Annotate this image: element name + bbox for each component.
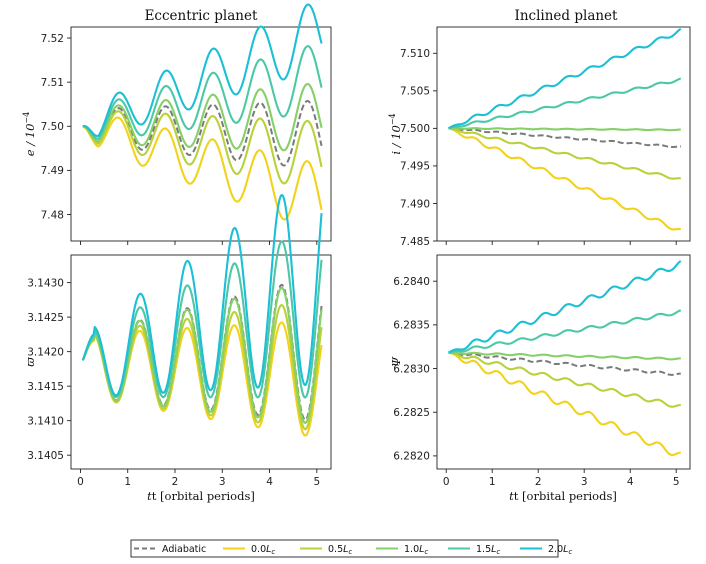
x-axis-label: tt [orbital periods] <box>147 489 255 503</box>
y-tick-label: 6.2830 <box>393 363 430 375</box>
series-line-2_0 <box>82 3 323 138</box>
series-line-1_5 <box>82 45 323 140</box>
plot-frame <box>436 254 691 470</box>
legend-frame <box>130 539 559 558</box>
y-tick-label: 6.2820 <box>393 451 430 463</box>
series-line-2_0 <box>448 260 682 354</box>
legend-label: 0.5Lc <box>328 544 352 556</box>
x-tick-label: 0 <box>443 476 450 488</box>
y-tick-label: 7.52 <box>41 33 64 45</box>
panel-title: Inclined planet <box>515 8 619 24</box>
series-line-1_0 <box>448 127 681 132</box>
series-line-0_0 <box>448 127 681 231</box>
legend-label: 1.0Lc <box>404 544 428 556</box>
y-tick-label: 3.1425 <box>27 312 64 324</box>
x-tick-label: 2 <box>172 476 179 488</box>
legend-label: 1.5Lc <box>476 544 500 556</box>
series-line-1_5 <box>448 77 682 130</box>
y-tick-label: 7.48 <box>41 209 64 221</box>
x-axis-label: tt [orbital periods] <box>509 489 617 503</box>
x-tick-label: 3 <box>219 476 226 488</box>
y-tick-label: 6.2835 <box>393 320 430 332</box>
panel-inclined-i: Inclined planet 7.485 7.490 7.495 7.500 7.50… <box>388 8 691 248</box>
y-tick-label: 7.495 <box>400 161 430 173</box>
y-tick-label: 7.510 <box>400 48 430 60</box>
y-axis-label: e / 10−4 <box>22 112 37 156</box>
series-line-Adiabatic <box>448 351 681 376</box>
series-line-Adiabatic <box>448 127 681 149</box>
series-line-1_5 <box>448 309 682 354</box>
y-tick-label: 6.2825 <box>393 407 430 419</box>
series-line-1_0 <box>448 351 681 361</box>
y-tick-label: 3.1420 <box>27 346 64 358</box>
panel-title: Eccentric planet <box>145 8 258 24</box>
y-tick-label: 7.485 <box>400 236 430 248</box>
y-tick-label: 7.50 <box>41 121 64 133</box>
x-tick-label: 4 <box>266 476 273 488</box>
panel-eccentric-e: Eccentric planet 7.48 7.49 7.50 7.51 7.52 e /… <box>22 3 332 245</box>
panel-eccentric-varpi: tt [orbital periods] 3.1405 3.1410 3.1415 3… <box>23 194 332 503</box>
x-tick-label: 1 <box>489 476 496 488</box>
y-tick-label: 6.2840 <box>393 276 430 288</box>
x-tick-label: 0 <box>77 476 84 488</box>
series-line-0_5 <box>82 110 323 185</box>
plot-frame <box>436 26 691 242</box>
series-line-2_0 <box>81 194 323 397</box>
plot-frame <box>70 254 332 470</box>
series-line-2_0 <box>448 27 682 130</box>
series-line-1_0 <box>82 82 323 152</box>
y-tick-label: 3.1410 <box>27 415 64 427</box>
series-line-1_5 <box>81 240 323 399</box>
x-tick-label: 4 <box>627 476 634 488</box>
series-line-0_5 <box>448 351 681 408</box>
y-tick-label: 7.505 <box>400 86 430 98</box>
x-tick-label: 5 <box>313 476 320 488</box>
legend-label: Adiabatic <box>162 544 206 555</box>
x-tick-label: 1 <box>124 476 131 488</box>
x-tick-label: 5 <box>673 476 680 488</box>
legend-label: 0.0Lc <box>251 544 275 556</box>
y-tick-label: 7.49 <box>41 165 64 177</box>
y-axis-label: i / 10−4 <box>388 113 403 154</box>
series-line-0_0 <box>448 351 681 457</box>
y-axis-label: ϖ <box>23 357 37 367</box>
panel-inclined-psi: tt [orbital periods] 6.2820 6.2825 6.2830 6… <box>389 254 691 503</box>
x-tick-label: 2 <box>535 476 542 488</box>
y-tick-label: 7.490 <box>400 198 430 210</box>
y-axis-label: Ψ <box>389 356 403 367</box>
y-tick-label: 3.1405 <box>27 450 64 462</box>
y-tick-label: 3.1430 <box>27 277 64 289</box>
y-tick-label: 7.500 <box>400 123 430 135</box>
legend: Adiabatic 0.0Lc 0.5Lc 1.0Lc 1.5Lc 2.0Lc <box>130 539 572 558</box>
series-line-0_0 <box>82 116 323 221</box>
x-axis-label-rest: t [orbital periods] <box>514 489 617 503</box>
x-axis-label-rest: t [orbital periods] <box>152 489 255 503</box>
series-line-Adiabatic <box>82 99 323 167</box>
legend-label: 2.0Lc <box>548 544 572 556</box>
plot-frame <box>70 26 332 242</box>
series-line-1_0 <box>81 286 323 425</box>
series-line-0_5 <box>448 127 681 180</box>
y-tick-label: 7.51 <box>41 77 64 89</box>
x-tick-label: 3 <box>581 476 588 488</box>
y-tick-label: 3.1415 <box>27 381 64 393</box>
